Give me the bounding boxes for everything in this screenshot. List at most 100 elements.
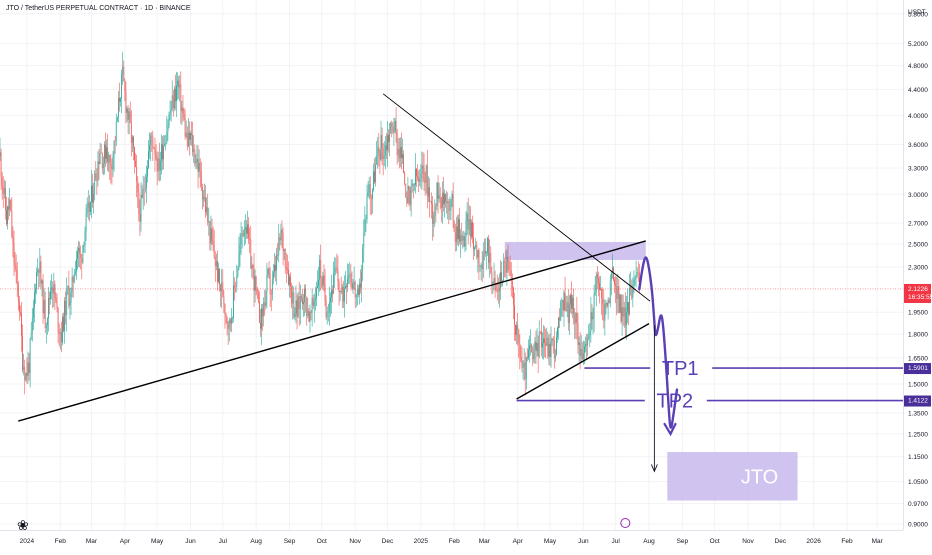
candle-body bbox=[617, 286, 618, 299]
candle-body bbox=[165, 143, 166, 144]
candle-body bbox=[465, 237, 466, 246]
price-axis[interactable]: USDT5.80005.20004.80004.40004.00003.6000… bbox=[903, 0, 932, 550]
candle-body bbox=[163, 146, 164, 159]
candle-body bbox=[528, 349, 529, 358]
candle-body bbox=[178, 81, 179, 88]
candle-body bbox=[447, 201, 448, 203]
candle-body bbox=[23, 367, 24, 369]
candle-body bbox=[501, 272, 502, 281]
candle-body bbox=[403, 154, 404, 173]
trendline bbox=[383, 94, 650, 301]
candle-body bbox=[190, 133, 191, 139]
candle-body bbox=[270, 274, 271, 294]
candle-body bbox=[494, 278, 495, 282]
candle-body bbox=[505, 262, 506, 272]
candle-body bbox=[254, 267, 255, 291]
candle-body bbox=[212, 228, 213, 240]
candle-body bbox=[132, 137, 133, 143]
candle-body bbox=[347, 279, 348, 288]
candle-body bbox=[76, 259, 77, 271]
candle-body bbox=[589, 331, 590, 336]
candle-body bbox=[519, 344, 520, 357]
candle-body bbox=[512, 281, 513, 288]
candle-body bbox=[300, 296, 301, 309]
candle-body bbox=[370, 184, 371, 198]
time-tick-label: Nov bbox=[742, 538, 754, 545]
candle-body bbox=[542, 343, 543, 347]
candle-body bbox=[43, 280, 44, 313]
candle-body bbox=[174, 89, 175, 108]
candle-body bbox=[177, 81, 178, 86]
candle-body bbox=[349, 274, 350, 275]
candle-body bbox=[552, 338, 553, 342]
candle-body bbox=[435, 206, 436, 207]
candle-body bbox=[394, 130, 395, 132]
candle-body bbox=[515, 325, 516, 335]
candle-body bbox=[352, 282, 353, 289]
candle-body bbox=[371, 198, 372, 199]
candle-body bbox=[498, 291, 499, 292]
candle-body bbox=[597, 274, 598, 279]
candle-body bbox=[141, 195, 142, 222]
candle-body bbox=[400, 147, 401, 158]
candle-body bbox=[126, 91, 127, 113]
candle-body bbox=[122, 67, 123, 74]
candle-body bbox=[59, 332, 60, 334]
candle-body bbox=[411, 187, 412, 205]
candle-body bbox=[404, 173, 405, 184]
last-price-badge-text: 16:35:55 bbox=[908, 294, 932, 301]
candle-body bbox=[611, 272, 612, 280]
candle-body bbox=[580, 343, 581, 356]
candle-body bbox=[456, 227, 457, 242]
time-tick-label: Jul bbox=[219, 538, 228, 545]
candle-body bbox=[311, 312, 312, 313]
candle-body bbox=[143, 189, 144, 198]
candle-body bbox=[361, 272, 362, 288]
price-tick-label: 5.2000 bbox=[908, 41, 928, 48]
candle-body bbox=[598, 279, 599, 283]
candle-body bbox=[429, 187, 430, 201]
candle-body bbox=[222, 282, 223, 296]
candle-body bbox=[479, 250, 480, 266]
candle-body bbox=[524, 363, 525, 368]
candle-body bbox=[481, 265, 482, 266]
candle-body bbox=[389, 133, 390, 142]
candle-body bbox=[540, 331, 541, 332]
candle-body bbox=[406, 197, 407, 203]
candle-body bbox=[34, 293, 35, 307]
candle-body bbox=[235, 287, 236, 288]
price-tick-label: 1.9500 bbox=[908, 310, 928, 317]
candle-body bbox=[271, 294, 272, 295]
candle-body bbox=[302, 299, 303, 304]
candle-body bbox=[158, 158, 159, 171]
candle-body bbox=[20, 312, 21, 313]
candle-body bbox=[584, 347, 585, 354]
candle-body bbox=[344, 288, 345, 301]
candle-body bbox=[60, 332, 61, 333]
candle-body bbox=[376, 156, 377, 164]
candle-body bbox=[250, 240, 251, 269]
candle-body bbox=[257, 289, 258, 293]
candle-body bbox=[297, 300, 298, 316]
candle-body bbox=[260, 323, 261, 329]
time-tick-label: Apr bbox=[513, 538, 524, 545]
candle-body bbox=[157, 159, 158, 172]
candle-body bbox=[305, 289, 306, 297]
candle-body bbox=[133, 137, 134, 148]
candle-body bbox=[11, 211, 12, 237]
candle-body bbox=[595, 292, 596, 295]
candle-body bbox=[518, 330, 519, 344]
candle-body bbox=[362, 249, 363, 272]
candle-body bbox=[227, 317, 228, 325]
candle-body bbox=[472, 222, 473, 237]
candle-body bbox=[521, 356, 522, 360]
candle-body bbox=[441, 197, 442, 208]
candle-body bbox=[33, 307, 34, 318]
time-tick-label: Mar bbox=[86, 538, 98, 545]
candle-body bbox=[189, 132, 190, 139]
candle-body bbox=[244, 229, 245, 236]
candle-body bbox=[127, 109, 128, 113]
candle-body bbox=[234, 286, 235, 287]
